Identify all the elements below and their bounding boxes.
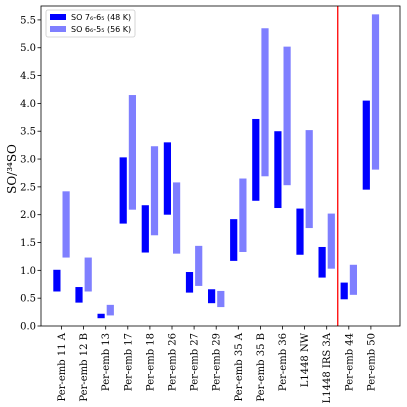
bar-series1-6 [163, 142, 171, 215]
bar-series2-4 [128, 95, 136, 210]
bar-series2-12 [305, 130, 313, 229]
y-tick-label: 5.5 [20, 15, 36, 26]
bar-series2-8 [217, 290, 225, 308]
y-axis-title: SO/³⁴SO [5, 144, 19, 194]
bar-series2-13 [327, 213, 335, 269]
y-tick-label: 3.0 [20, 155, 36, 166]
legend: SO 7₆-6₅ (48 K) SO 6₆-5₅ (56 K) [45, 9, 136, 38]
x-tick-label: Per-emb 35 A [234, 332, 245, 401]
x-tick-label: Per-emb 44 [344, 333, 355, 391]
bar-series2-6 [173, 182, 181, 254]
y-tick-label: 5.0 [20, 43, 36, 54]
legend-label-1: SO 7₆-6₅ (48 K) [71, 13, 131, 22]
y-tick-label: 2.5 [20, 182, 36, 193]
y-tick-label: 3.5 [20, 127, 36, 138]
y-tick-label: 1.5 [20, 238, 36, 249]
bar-series1-12 [296, 208, 304, 255]
y-tick-label: 1.0 [20, 266, 36, 277]
bar-series2-11 [283, 46, 291, 186]
bars-layer [53, 14, 380, 319]
x-tick-label: L1448 NW [300, 332, 311, 387]
x-tick-label: Per-emb 17 [123, 333, 134, 391]
y-tick-label: 0.0 [20, 322, 36, 333]
y-tick-label: 0.5 [20, 294, 36, 305]
axes-layer: 0.0 0.5 1.0 1.5 2.0 2.5 3.0 3.5 4.0 4.5 5.0 5.5 Per-… [20, 5, 401, 403]
y-tick-label: 4.5 [20, 71, 36, 82]
plot-frame [40, 5, 401, 327]
bar-series1-4 [119, 157, 127, 224]
bar-series1-3 [97, 313, 105, 319]
legend-swatch-2 [50, 26, 66, 32]
legend-box [45, 9, 136, 38]
bar-series1-10 [252, 118, 260, 201]
y-tick-label: 2.0 [20, 210, 36, 221]
bar-series1-9 [230, 219, 238, 261]
bar-series2-15 [371, 14, 380, 170]
x-tick-label: Per-emb 11 A [57, 332, 68, 401]
bar-series2-2 [84, 257, 92, 292]
legend-label-2: SO 6₆-5₅ (56 K) [71, 25, 131, 34]
bar-series1-14 [340, 282, 348, 300]
x-tick-label: Per-emb 29 [212, 333, 223, 391]
bar-series1-1 [53, 269, 61, 292]
bar-series2-5 [150, 146, 159, 236]
bar-series1-5 [141, 205, 149, 253]
bar-series1-11 [274, 131, 282, 209]
bar-series1-2 [75, 287, 83, 303]
bar-series2-10 [261, 28, 269, 177]
bar-series1-15 [362, 100, 370, 190]
x-tick-label: L1448 IRS 3A [322, 332, 333, 403]
y-tick-label: 4.0 [20, 99, 36, 110]
bar-series2-7 [195, 245, 203, 286]
x-tick-label: Per-emb 18 [145, 333, 156, 391]
bar-series2-14 [349, 264, 357, 295]
bar-series1-7 [185, 272, 194, 293]
bar-series1-8 [208, 289, 216, 304]
x-tick-label: Per-emb 36 [278, 333, 289, 391]
x-tick-label: Per-emb 35 B [256, 333, 267, 402]
x-tick-label: Per-emb 27 [190, 333, 201, 391]
x-tick-label: Per-emb 26 [168, 333, 179, 391]
bar-series1-13 [318, 246, 326, 278]
legend-swatch-1 [50, 14, 66, 20]
x-tick-label: Per-emb 50 [366, 333, 377, 391]
bar-series2-3 [106, 304, 114, 316]
x-tick-label: Per-emb 12 B [79, 333, 90, 402]
bar-series2-1 [62, 191, 70, 258]
x-tick-label: Per-emb 13 [101, 333, 112, 391]
bar-series2-9 [239, 178, 247, 252]
